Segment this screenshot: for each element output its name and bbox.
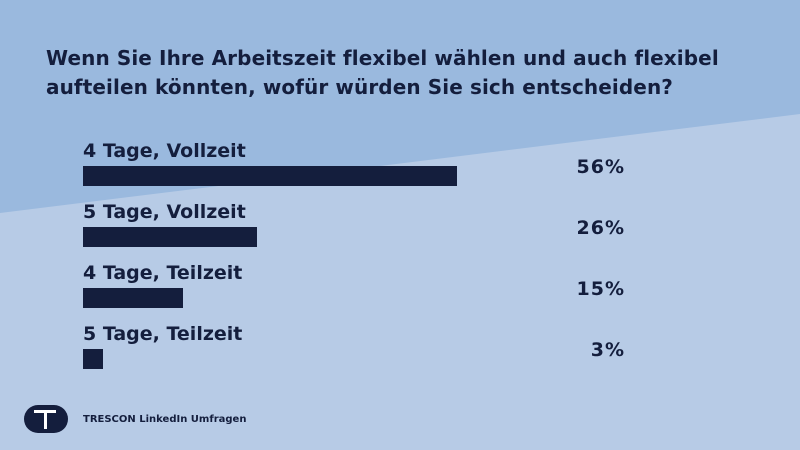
bar-value-label: 15% <box>576 278 625 300</box>
bar <box>83 288 184 308</box>
bar-row: 4 Tage, Teilzeit 15% <box>83 262 643 318</box>
bar-category-label: 5 Tage, Vollzeit <box>83 201 246 223</box>
footer: TRESCON LinkedIn Umfragen <box>24 405 246 433</box>
title-line-2: aufteilen könnten, wofür würden Sie sich… <box>46 75 673 99</box>
bar-row: 5 Tage, Vollzeit 26% <box>83 201 643 257</box>
bar <box>83 349 104 369</box>
bar-value-label: 3% <box>590 339 625 361</box>
bar-value-label: 56% <box>576 156 625 178</box>
bar <box>83 166 458 186</box>
chart-title: Wenn Sie Ihre Arbeitszeit flexibel wähle… <box>46 44 766 102</box>
bar-value-label: 26% <box>576 217 625 239</box>
bar-row: 4 Tage, Vollzeit 56% <box>83 140 643 196</box>
logo-t-stem <box>44 410 47 429</box>
background-dark-diagonal <box>0 0 800 213</box>
bar <box>83 227 257 247</box>
bar-category-label: 4 Tage, Vollzeit <box>83 140 246 162</box>
footer-text: TRESCON LinkedIn Umfragen <box>83 413 247 425</box>
bar-category-label: 5 Tage, Teilzeit <box>83 323 243 345</box>
bar-row: 5 Tage, Teilzeit 3% <box>83 323 643 379</box>
trescon-logo-icon <box>24 405 68 433</box>
bar-category-label: 4 Tage, Teilzeit <box>83 262 243 284</box>
title-line-1: Wenn Sie Ihre Arbeitszeit flexibel wähle… <box>46 46 719 70</box>
